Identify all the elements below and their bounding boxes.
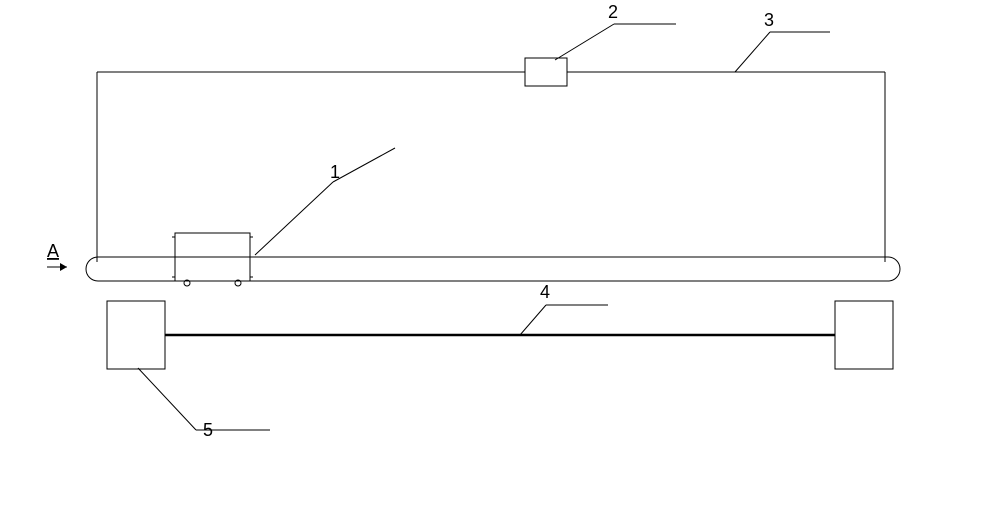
leader-line-5 <box>138 368 196 430</box>
leader-line-4 <box>520 305 546 335</box>
leader-line-3 <box>735 32 770 72</box>
label-2: 2 <box>608 2 618 22</box>
left-support-block <box>107 301 165 369</box>
component-box <box>525 58 567 86</box>
label-5: 5 <box>203 420 213 440</box>
label-4: 4 <box>540 282 550 302</box>
label-1: 1 <box>330 162 340 182</box>
view-arrow-head <box>60 263 67 271</box>
view-arrow-label: A <box>47 241 59 261</box>
leader-ext-1 <box>333 148 395 182</box>
label-3: 3 <box>764 10 774 30</box>
left-roller <box>86 257 98 281</box>
schematic-diagram: A 1 2 3 4 5 <box>0 0 1000 509</box>
leader-line-2 <box>555 24 614 60</box>
right-support-block <box>835 301 893 369</box>
right-roller <box>888 257 900 281</box>
leader-line-1 <box>255 182 333 255</box>
